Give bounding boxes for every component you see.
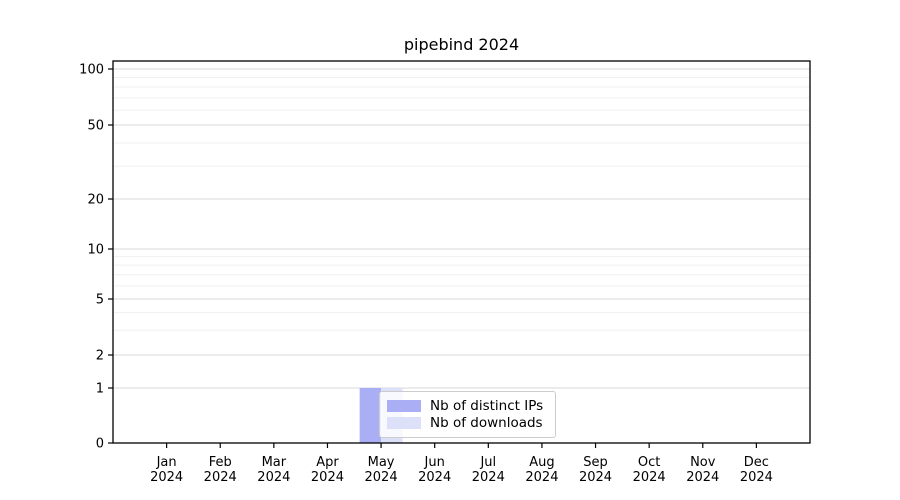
xtick-label-year-sep: 2024 [579,470,612,485]
xtick-label-month-aug: Aug [529,455,554,470]
chart-title: pipebind 2024 [403,35,520,54]
bar-nb-of-distinct-ips-may [359,388,382,443]
xtick-label-year-jun: 2024 [418,470,451,485]
xtick-label-year-oct: 2024 [633,470,666,485]
xtick-label-month-jun: Jun [424,455,445,470]
legend-item-downloads: Nb of downloads [387,415,546,431]
xtick-label-year-jul: 2024 [472,470,505,485]
xtick-label-month-jan: Jan [156,455,177,470]
plot-frame [112,60,811,444]
ytick-label-1: 1 [96,382,104,397]
legend: Nb of distinct IPs Nb of downloads [379,391,556,438]
xtick-label-month-sep: Sep [583,455,608,470]
legend-label-distinct-ips: Nb of distinct IPs [430,398,544,414]
ytick-label-5: 5 [96,293,104,308]
xtick-label-month-may: May [368,455,395,470]
legend-label-downloads: Nb of downloads [430,415,543,431]
xtick-label-year-dec: 2024 [740,470,773,485]
xtick-label-year-feb: 2024 [204,470,237,485]
xtick-label-year-mar: 2024 [257,470,290,485]
xtick-label-year-nov: 2024 [686,470,719,485]
legend-item-distinct-ips: Nb of distinct IPs [387,398,546,414]
ytick-label-50: 50 [87,119,104,134]
xtick-label-month-nov: Nov [690,455,716,470]
legend-swatch-distinct-ips [387,400,421,412]
ytick-label-2: 2 [96,349,104,364]
xtick-label-year-apr: 2024 [311,470,344,485]
xtick-label-year-jan: 2024 [150,470,183,485]
xtick-label-month-apr: Apr [316,455,339,470]
xtick-label-month-mar: Mar [262,455,287,470]
xtick-label-year-may: 2024 [365,470,398,485]
ytick-label-20: 20 [87,193,104,208]
ytick-label-0: 0 [96,437,104,452]
xtick-label-month-oct: Oct [638,455,660,470]
xtick-label-month-jul: Jul [479,455,496,470]
ytick-label-10: 10 [87,243,104,258]
legend-swatch-downloads [387,417,421,429]
xtick-label-month-feb: Feb [209,455,232,470]
ytick-label-100: 100 [79,63,104,78]
xtick-label-month-dec: Dec [744,455,769,470]
xtick-label-year-aug: 2024 [525,470,558,485]
